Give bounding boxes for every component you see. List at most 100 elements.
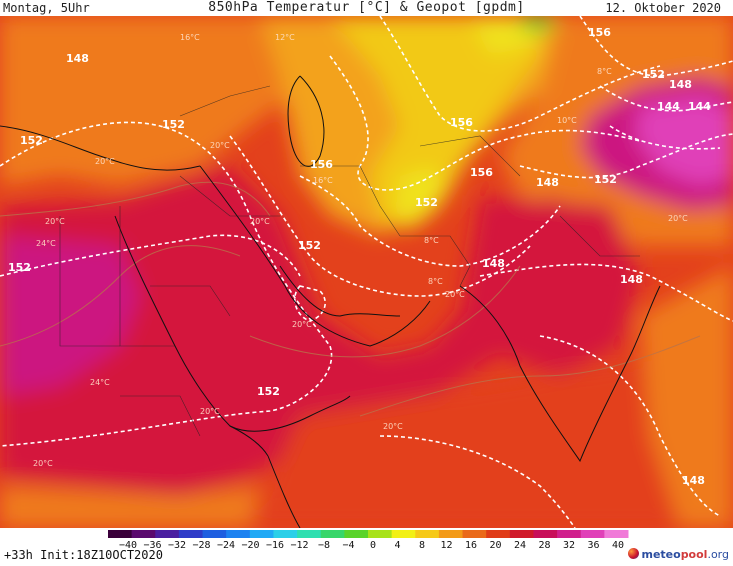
colorbar-tick-label: −16 [266,540,284,548]
forecast-time-label: Montag, 5Uhr [3,1,90,15]
colorbar-swatch [226,530,251,538]
border-line [150,285,231,317]
zone-green-top [520,16,560,31]
zone-mild-northwest [0,16,330,186]
colorbar-swatch [155,530,180,538]
forecast-date-label: 12. Oktober 2020 [605,1,721,15]
border-line [120,395,201,437]
colorbar-swatch [533,530,558,538]
colorbar-tick-label: 32 [563,540,575,548]
colorbar-tick-label: −12 [290,540,308,548]
contour-label: 152 [415,196,438,209]
zone-mild-southeast [640,266,733,528]
contour-line [0,234,301,277]
contour-label: 144 [688,100,711,113]
colorbar-tick-label: 28 [538,540,550,548]
contour-line [379,435,576,528]
colorbar-tick-label: −28 [192,540,210,548]
colorbar-tick-label: −8 [318,540,330,548]
contour-label: 148 [669,78,692,91]
border-line [419,135,521,177]
meteopool-logo: meteopool.org [628,548,729,561]
contour-label: 152 [298,239,321,252]
contour-label: 152 [594,173,617,186]
chart-footer: −40 −36 −32 −28 −24 −20 −16 −12 −8 −4 0 4 8 12 16 20 24 2… [0,528,733,566]
contour-label: 156 [450,116,473,129]
contour-line [579,16,733,77]
colorbar-tick-label: 20 [489,540,501,548]
temperature-map: 148 156 152 152 156 152 156 156 152 152 … [0,16,733,528]
temperature-label: 24°C [36,239,56,248]
temperature-label: 20°C [292,320,312,329]
colorbar-tick-label: −36 [143,540,161,548]
chart-header: Montag, 5Uhr 850hPa Temperatur [°C] & Ge… [0,0,733,16]
country-borders [59,85,640,437]
colorbar-swatch [438,530,464,538]
colorbar-swatch [249,530,274,538]
border-line [300,165,401,237]
temperature-label: 8°C [424,236,439,245]
temperature-label: 20°C [250,217,270,226]
colorbar-swatch [509,530,534,538]
coastline-gulf [279,265,401,317]
contour-label: 156 [470,166,493,179]
border-line [59,216,120,347]
colorbar-swatch [391,530,416,538]
colorbar-tick-label: 12 [440,540,452,548]
colorbar-swatch [368,530,393,538]
contour-label: 144 [657,100,680,113]
border-line [179,85,271,117]
zone-hot-arabia [0,166,620,496]
temperature-label: 20°C [33,459,53,468]
temperature-label: 20°C [445,290,465,299]
zone-magenta-tibet [635,96,733,186]
map-title: 850hPa Temperatur [°C] & Geopot [gpdm] [208,0,525,15]
geopotential-contours [0,16,733,528]
isotherm-line [249,265,521,358]
colorbar-swatch [415,530,440,538]
temperature-label: 20°C [95,157,115,166]
logo-icon [628,548,640,559]
colorbar-swatch [108,530,133,538]
coastline-india [459,285,661,463]
contour-label: 152 [162,118,185,131]
coastline-arabia [199,165,431,347]
colorbar-tick-label: 24 [514,540,526,548]
colorbar-tick-label: 4 [394,540,400,548]
contour-line [299,175,561,267]
colorbar-tick-label: −24 [217,540,235,548]
zone-hot-horn [190,376,300,456]
contour-label: 148 [682,474,705,487]
colorbar-tick-label: −40 [119,540,137,548]
border-line [400,235,471,287]
temperature-label: 20°C [668,214,688,223]
contour-label: 148 [482,257,505,270]
temperature-label: 20°C [383,422,403,431]
temperature-label: 20°C [200,407,220,416]
border-line [559,215,640,257]
colorbar-swatch [462,530,487,538]
coastline-red-sea [114,215,269,457]
colorbar-swatch [297,530,322,538]
temperature-label: 24°C [90,378,110,387]
coastline-africa-east [267,455,301,528]
zone-cold-north [330,16,545,231]
colorbar-swatch [178,530,204,538]
temperature-label: 10°C [557,116,577,125]
coastlines [0,75,661,528]
colorbar-tick-label: 8 [419,540,425,548]
contour-label: 148 [66,52,89,65]
colorbar-tick-label: −32 [168,540,186,548]
temperature-label: 16°C [313,176,333,185]
contour-line [294,285,326,322]
contour-line [0,121,333,447]
colorbar-swatch [557,530,582,538]
temperature-label: 20°C [45,217,65,226]
contour-line [329,55,641,191]
zone-mild-southwest [0,486,260,528]
contour-line [229,135,531,297]
coastline-mediterranean [0,125,201,171]
temperature-label: 8°C [428,277,443,286]
colorbar-swatch [604,530,629,538]
colorbar-swatch [320,530,345,538]
